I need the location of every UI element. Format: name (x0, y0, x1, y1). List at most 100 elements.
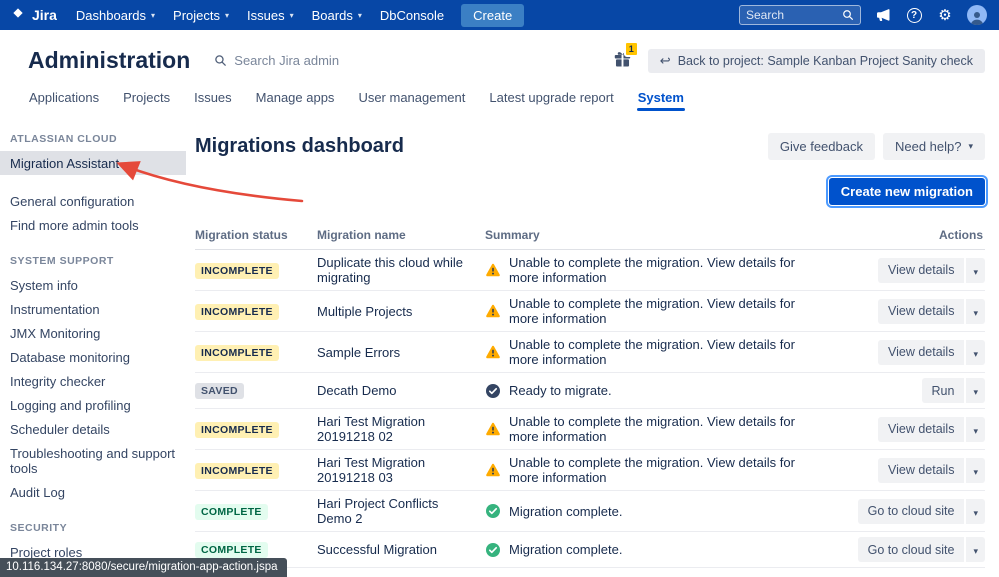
col-summary: Summary (485, 228, 540, 242)
row-action-dropdown[interactable]: ▾ (966, 378, 985, 403)
table-row: COMPLETE Hari Project Conflicts Demo 2 Mig… (195, 491, 985, 532)
nav-menu-issues[interactable]: Issues ▾ (247, 7, 294, 23)
sidebar-item-logging-and-profiling[interactable]: Logging and profiling (10, 397, 131, 413)
sidebar-item-jmx-monitoring[interactable]: JMX Monitoring (10, 325, 101, 341)
browser-status-url: 10.116.134.27:8080/secure/migration-app-… (0, 558, 287, 577)
summary-text: Unable to complete the migration. View d… (509, 296, 795, 326)
title-actions: Give feedback Need help? ▾ (767, 133, 985, 160)
col-migration-status: Migration status (195, 228, 288, 242)
migration-name: Hari Test Migration 20191218 03 (317, 455, 426, 485)
chevron-down-icon: ▾ (973, 466, 978, 477)
sidebar-item-project-roles[interactable]: Project roles (10, 544, 83, 560)
row-action-button[interactable]: Run (921, 378, 965, 403)
col-actions: Actions (938, 228, 983, 242)
row-action-dropdown[interactable]: ▾ (966, 339, 985, 365)
sidebar-item-database-monitoring[interactable]: Database monitoring (10, 349, 130, 365)
user-avatar[interactable] (967, 5, 987, 25)
settings-gear-icon[interactable]: ⚙ (938, 6, 952, 24)
check-green-icon (485, 542, 501, 558)
row-action-dropdown[interactable]: ▾ (966, 416, 985, 442)
row-action-dropdown[interactable]: ▾ (966, 457, 985, 483)
sidebar-item-find-more-admin-tools[interactable]: Find more admin tools (10, 217, 139, 233)
tab-user-management[interactable]: User management (358, 90, 466, 105)
row-action-split-button: View details ▾ (877, 298, 985, 324)
chevron-down-icon: ▾ (968, 141, 973, 151)
tab-system[interactable]: System (636, 87, 686, 114)
row-action-button[interactable]: Go to cloud site (857, 498, 965, 524)
migrations-table-body: INCOMPLETE Duplicate this cloud while mig… (195, 250, 985, 572)
sidebar-item-general-configuration[interactable]: General configuration (10, 193, 135, 209)
row-action-split-button: View details ▾ (877, 457, 985, 483)
row-action-split-button: View details ▾ (877, 257, 985, 283)
row-action-button[interactable]: View details (877, 257, 965, 283)
chevron-down-icon: ▾ (973, 546, 978, 556)
nav-menu-dashboards[interactable]: Dashboards ▾ (75, 7, 156, 23)
status-badge: INCOMPLETE (195, 303, 279, 320)
sidebar-item-migration-assistant[interactable]: Migration Assistant (0, 151, 186, 175)
status-badge: INCOMPLETE (195, 344, 279, 361)
tab-latest-upgrade-report[interactable]: Latest upgrade report (489, 90, 614, 105)
admin-tabs: Applications Projects Issues Manage apps Use… (0, 87, 999, 117)
create-row: Create new migration (195, 178, 985, 205)
tab-issues[interactable]: Issues (194, 90, 232, 105)
sidebar-section-atlassian-cloud: ATLASSIAN CLOUD (10, 133, 118, 145)
row-action-dropdown[interactable]: ▾ (966, 298, 985, 324)
jira-logo[interactable]: Jira (10, 7, 57, 23)
need-help-button[interactable]: Need help? ▾ (882, 133, 985, 160)
sidebar-item-scheduler-details[interactable]: Scheduler details (10, 421, 110, 437)
row-action-button[interactable]: View details (877, 457, 965, 483)
nav-search-input[interactable] (746, 8, 838, 22)
status-badge: INCOMPLETE (195, 462, 279, 479)
admin-search-input[interactable] (234, 53, 385, 68)
create-new-migration-button[interactable]: Create new migration (828, 178, 985, 205)
person-icon (971, 12, 983, 25)
sidebar-item-audit-log[interactable]: Audit Log (10, 484, 65, 500)
sidebar-item-troubleshooting-and-support-tools[interactable]: Troubleshooting and support tools (10, 445, 176, 476)
row-action-button[interactable]: View details (877, 416, 965, 442)
row-action-split-button: Go to cloud site ▾ (857, 498, 985, 524)
migration-name: Hari Project Conflicts Demo 2 (317, 496, 439, 526)
table-row: INCOMPLETE Multiple Projects Unable to com… (195, 291, 985, 332)
help-icon[interactable]: ? (905, 6, 923, 24)
announcement-icon[interactable] (874, 6, 892, 24)
nav-menu-dbconsole[interactable]: DbConsole (379, 7, 445, 23)
nav-menu-boards[interactable]: Boards ▾ (311, 7, 362, 23)
row-action-button[interactable]: Go to cloud site (857, 537, 965, 562)
row-action-dropdown[interactable]: ▾ (966, 498, 985, 524)
create-button[interactable]: Create (461, 3, 525, 27)
row-action-button[interactable]: View details (877, 339, 965, 365)
whats-new-gift-icon[interactable]: 1 (613, 40, 639, 73)
nav-menu-projects[interactable]: Projects ▾ (173, 7, 230, 23)
admin-search[interactable] (214, 53, 385, 68)
tab-manage-apps[interactable]: Manage apps (255, 90, 335, 105)
sidebar-nav: ATLASSIAN CLOUD Migration Assistant Genera… (0, 117, 186, 572)
nav-search-box[interactable] (739, 5, 861, 25)
sidebar-item-integrity-checker[interactable]: Integrity checker (10, 373, 106, 389)
return-arrow-icon: ↩ (659, 53, 671, 68)
sidebar-item-system-info[interactable]: System info (10, 277, 78, 293)
row-action-split-button: Go to cloud site ▾ (857, 537, 985, 562)
back-to-project-label: Back to project: Sample Kanban Project S… (677, 53, 973, 68)
chevron-down-icon: ▾ (973, 425, 978, 436)
chevron-down-icon: ▾ (289, 10, 294, 20)
sidebar-item-instrumentation[interactable]: Instrumentation (10, 301, 100, 317)
warning-icon (485, 421, 501, 437)
sidebar-section-security: SECURITY (10, 522, 68, 534)
row-action-dropdown[interactable]: ▾ (966, 537, 985, 562)
top-navigation-bar: Jira Dashboards ▾ Projects ▾ Issues ▾ Boards ▾ D… (0, 0, 999, 30)
row-action-dropdown[interactable]: ▾ (966, 257, 985, 283)
migrations-table: Migration status Migration name Summary … (195, 223, 985, 572)
tab-projects[interactable]: Projects (123, 90, 171, 105)
give-feedback-button[interactable]: Give feedback (767, 133, 875, 160)
tab-applications[interactable]: Applications (29, 90, 100, 105)
check-green-icon (485, 503, 501, 519)
page-title-administration: Administration (28, 47, 191, 73)
chevron-down-icon: ▾ (973, 266, 978, 277)
back-to-project-button[interactable]: ↩ Back to project: Sample Kanban Project… (647, 48, 985, 73)
topnav-menus: Dashboards ▾ Projects ▾ Issues ▾ Boards ▾ DbCons… (67, 0, 453, 30)
row-action-button[interactable]: View details (877, 298, 965, 324)
row-action-split-button: View details ▾ (877, 339, 985, 365)
summary-text: Migration complete. (509, 542, 623, 557)
search-icon (843, 10, 853, 20)
